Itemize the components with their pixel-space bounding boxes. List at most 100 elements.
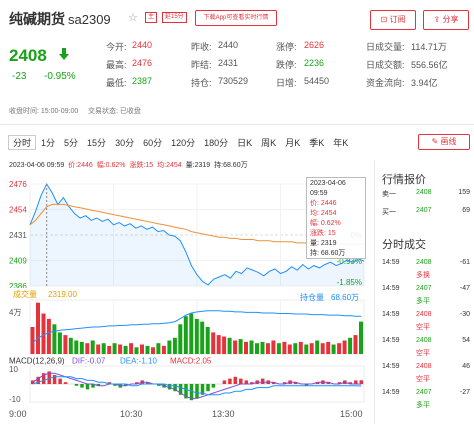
trade-row: 14:59 2408 -61 bbox=[382, 259, 470, 272]
volume-bar bbox=[211, 332, 216, 354]
trade-row: 14:59 2407 -27 bbox=[382, 389, 470, 402]
time-axis-label: 15:00 bbox=[340, 409, 363, 419]
macd-value-label: MACD:2.05 bbox=[170, 357, 212, 366]
download-app-banner[interactable]: 下载App可查看实时行情 bbox=[195, 10, 277, 26]
volume-bar bbox=[304, 344, 309, 354]
tooltip-open-interest: 持: 68.60万 bbox=[310, 250, 346, 257]
volume-bar bbox=[260, 341, 265, 355]
quote-field-value: 2626 bbox=[304, 40, 325, 50]
price-tick-label: 2409 bbox=[9, 257, 27, 266]
share-button[interactable]: ⇪ 分享 bbox=[423, 10, 469, 30]
volume-bar bbox=[172, 337, 177, 354]
macd-chart[interactable]: MACD(12,26,9) DIF:-0.07 DEA:-1.10 MACD:2.05… bbox=[0, 356, 374, 424]
trade-type: 空平 bbox=[416, 324, 430, 331]
price-area bbox=[30, 184, 364, 286]
trade-time: 14:59 bbox=[382, 337, 400, 344]
period-tab[interactable]: 15分 bbox=[87, 138, 107, 148]
volume-bar bbox=[145, 345, 150, 354]
orderbook-price: 2407 bbox=[416, 207, 432, 214]
trade-price: 2407 bbox=[416, 285, 432, 292]
quote-field-label: 日增: bbox=[276, 78, 297, 88]
trade-type-row: 多换 bbox=[382, 270, 470, 283]
trading-state-value: 已收盘 bbox=[119, 108, 141, 115]
time-axis-label: 13:30 bbox=[212, 409, 235, 419]
period-tab[interactable]: 5分 bbox=[64, 138, 79, 148]
volume-bar bbox=[41, 313, 46, 354]
trade-row: 14:59 2408 -30 bbox=[382, 311, 470, 324]
period-tab[interactable]: 年K bbox=[333, 138, 349, 148]
tooltip-price: 价: 2446 bbox=[310, 200, 337, 207]
trade-row: 14:59 2407 -47 bbox=[382, 285, 470, 298]
period-tab[interactable]: 120分 bbox=[171, 138, 196, 148]
orderbook-row: 卖一 2408 159 bbox=[382, 189, 470, 203]
trade-type: 多换 bbox=[416, 272, 430, 279]
price-change: -23 bbox=[12, 71, 27, 82]
info-avg: 均:2454 bbox=[157, 162, 182, 169]
period-tab[interactable]: 日K bbox=[237, 138, 253, 148]
period-tab[interactable]: 季K bbox=[309, 138, 325, 148]
volume-bar bbox=[112, 343, 117, 354]
orderbook-side: 卖一 bbox=[382, 191, 396, 198]
tooltip-volume: 量: 2319 bbox=[310, 240, 337, 247]
down-arrow-icon bbox=[59, 48, 69, 60]
trade-type-row: 多平 bbox=[382, 400, 470, 413]
volume-bar bbox=[200, 321, 205, 354]
tooltip-time: 09:59 bbox=[310, 190, 328, 197]
main-contract-badge: 主 bbox=[145, 12, 157, 23]
favorite-star-icon[interactable]: ☆ bbox=[128, 12, 138, 24]
crosshair-tooltip: 2023-04-06 09:59 价: 2446 均: 2454 幅: 0.62… bbox=[306, 177, 366, 259]
volume-bar bbox=[353, 335, 358, 354]
volume-bar bbox=[337, 343, 342, 354]
pct-tick-label: -1.85% bbox=[337, 278, 362, 287]
share-icon: ⇪ bbox=[433, 15, 441, 24]
volume-bar bbox=[46, 318, 51, 354]
draw-line-button[interactable]: ✎ 画线 bbox=[418, 134, 470, 150]
period-tab[interactable]: 1分 bbox=[41, 138, 56, 148]
period-tab[interactable]: 分时 bbox=[8, 135, 37, 150]
quote-field-value: 556.56亿 bbox=[411, 60, 448, 70]
volume-bar bbox=[342, 340, 347, 354]
period-tab[interactable]: 周K bbox=[261, 138, 277, 148]
volume-bar bbox=[63, 335, 68, 354]
quote-field-label: 资金流向: bbox=[366, 78, 405, 88]
open-interest-line bbox=[32, 310, 362, 344]
status-line: 收盘时间: 15:00-09:00 交易状态: 已收盘 bbox=[9, 106, 141, 116]
quote-field-value: 54450 bbox=[304, 76, 330, 86]
quote-field-value: 2476 bbox=[132, 58, 153, 68]
volume-bar bbox=[123, 345, 128, 354]
tooltip-change: 涨跌: 15 bbox=[310, 230, 336, 237]
time-axis-label: 10:30 bbox=[120, 409, 143, 419]
period-tab[interactable]: 60分 bbox=[143, 138, 163, 148]
volume-chart[interactable]: 成交量 2319.00 4万 持仓量 68.60万 bbox=[0, 288, 374, 356]
period-tab[interactable]: 30分 bbox=[115, 138, 135, 148]
quote-field-value: 2236 bbox=[304, 58, 325, 68]
trade-type-row: 多平 bbox=[382, 296, 470, 309]
volume-bar bbox=[118, 344, 123, 354]
macd-axis-bottom: -10 bbox=[9, 395, 21, 404]
volume-bar bbox=[287, 344, 292, 354]
macd-dif-label: DIF:-0.07 bbox=[72, 357, 106, 366]
quote-field-label: 跌停: bbox=[276, 60, 297, 70]
period-tab[interactable]: 月K bbox=[285, 138, 301, 148]
volume-bar bbox=[96, 344, 101, 354]
trade-volume: 54 bbox=[462, 337, 470, 344]
crosshair-info-line: 2023-04-06 09:59 价:2446 幅:0.62% 涨跌:15 均:… bbox=[9, 160, 250, 170]
volume-bar bbox=[205, 327, 210, 354]
orderbook-volume: 69 bbox=[462, 207, 470, 214]
volume-bar bbox=[309, 343, 314, 354]
period-tabs: 分时 1分 5分 15分 30分 60分 120分 180分 日K 周K 月K 季K 年K bbox=[8, 135, 353, 151]
trade-type-row: 空平 bbox=[382, 322, 470, 335]
volume-bar bbox=[271, 340, 276, 354]
quote-field-value: 3.94亿 bbox=[411, 78, 438, 88]
quote-field-value: 2440 bbox=[218, 40, 239, 50]
trade-price: 2408 bbox=[416, 311, 432, 318]
trading-state-label: 交易状态: bbox=[88, 108, 118, 115]
trade-volume: -27 bbox=[459, 389, 470, 396]
trade-price: 2408 bbox=[416, 363, 432, 370]
period-tab[interactable]: 180分 bbox=[204, 138, 229, 148]
quote-field-value: 730529 bbox=[218, 76, 249, 86]
subscribe-button[interactable]: ⊡ 订阅 bbox=[370, 10, 416, 30]
open-interest-value: 68.60万 bbox=[331, 293, 359, 302]
volume-bar bbox=[227, 337, 232, 354]
quote-field-value: 2431 bbox=[218, 58, 239, 68]
